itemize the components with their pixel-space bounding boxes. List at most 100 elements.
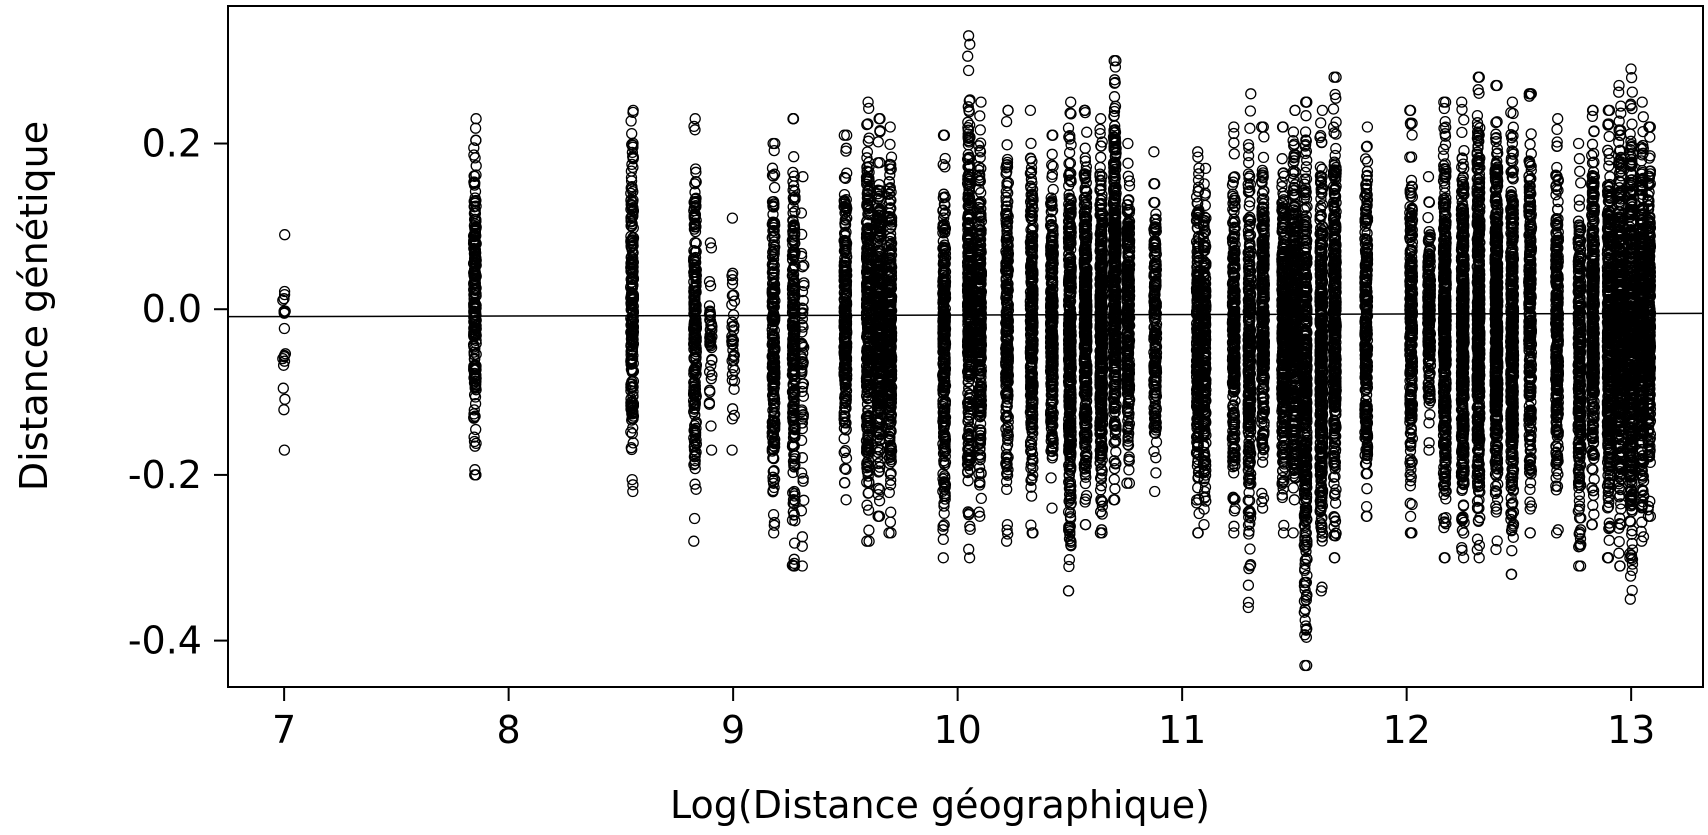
data-point: [278, 355, 291, 367]
data-point: [688, 386, 700, 398]
data-point: [468, 431, 480, 443]
data-point: [626, 473, 638, 486]
data-point: [938, 507, 950, 520]
data-point: [689, 261, 701, 274]
data-point: [975, 492, 987, 505]
data-point: [690, 280, 702, 292]
data-point: [975, 96, 987, 108]
data-point: [627, 234, 639, 246]
data-point: [705, 319, 717, 331]
data-point: [884, 169, 896, 181]
data-point: [884, 516, 897, 528]
data-point: [468, 142, 480, 154]
data-point: [728, 364, 741, 377]
data-point: [688, 435, 701, 447]
data-point: [728, 409, 740, 422]
data-point: [625, 115, 637, 127]
data-point: [688, 339, 700, 352]
data-point: [728, 295, 741, 307]
data-point: [1079, 142, 1091, 154]
data-point: [689, 294, 701, 307]
data-point: [690, 335, 702, 347]
data-point: [627, 273, 639, 285]
data-point: [469, 398, 482, 410]
data-point: [768, 168, 781, 180]
data-point: [689, 210, 701, 222]
data-point: [469, 265, 481, 277]
data-point: [626, 203, 638, 215]
data-point: [688, 424, 700, 437]
data-point: [627, 479, 639, 491]
data-point: [705, 444, 718, 456]
data-point: [1025, 137, 1037, 150]
data-point: [470, 270, 482, 282]
data-point: [768, 144, 780, 157]
data-point: [469, 464, 481, 476]
data-point: [627, 408, 639, 420]
data-point: [626, 127, 638, 140]
data-point: [470, 469, 482, 481]
data-point: [469, 375, 481, 388]
data-point: [962, 50, 974, 62]
data-point: [726, 274, 739, 286]
data-point: [470, 134, 482, 147]
data-point: [703, 384, 716, 396]
data-point: [726, 212, 739, 224]
data-point: [278, 404, 290, 416]
data-point: [705, 340, 717, 352]
data-point: [688, 205, 700, 217]
data-point: [626, 333, 638, 346]
data-point: [277, 294, 289, 306]
data-point: [626, 138, 638, 151]
data-point: [689, 163, 702, 175]
data-point: [690, 437, 702, 450]
data-point: [688, 252, 700, 264]
data-point: [726, 338, 738, 350]
data-point: [974, 110, 986, 122]
data-point: [468, 306, 480, 319]
data-point: [1000, 115, 1013, 128]
data-point: [884, 121, 896, 133]
data-point: [689, 197, 702, 209]
data-point: [728, 349, 740, 361]
data-point: [705, 420, 717, 432]
data-point: [1001, 139, 1013, 151]
data-point: [1062, 585, 1075, 597]
data-point: [689, 246, 702, 258]
data-point: [689, 113, 701, 125]
data-point: [625, 171, 638, 184]
data-point: [728, 320, 740, 333]
data-point: [469, 362, 481, 374]
data-point: [840, 494, 852, 506]
data-point: [861, 146, 874, 158]
data-point: [468, 435, 481, 448]
data-point: [468, 201, 481, 213]
data-point: [704, 237, 717, 249]
data-point: [688, 221, 701, 233]
data-point: [706, 320, 718, 333]
data-point: [703, 397, 716, 409]
data-point: [689, 402, 701, 414]
data-point: [704, 336, 716, 348]
data-point: [787, 166, 799, 179]
data-point: [1046, 129, 1058, 141]
data-point: [704, 280, 717, 292]
data-point: [727, 324, 740, 336]
data-point: [690, 483, 702, 495]
data-point: [278, 322, 291, 335]
data-point: [689, 186, 701, 198]
data-point: [767, 137, 779, 150]
data-point: [768, 516, 781, 529]
data-point: [872, 136, 884, 148]
data-point: [627, 327, 639, 339]
data-point: [863, 524, 875, 536]
data-point: [1065, 96, 1077, 108]
data-point: [689, 457, 701, 470]
data-point: [627, 437, 639, 449]
data-point: [625, 354, 637, 366]
data-point: [468, 404, 480, 416]
data-point: [706, 369, 718, 381]
data-point: [277, 382, 289, 394]
data-point: [468, 170, 480, 182]
